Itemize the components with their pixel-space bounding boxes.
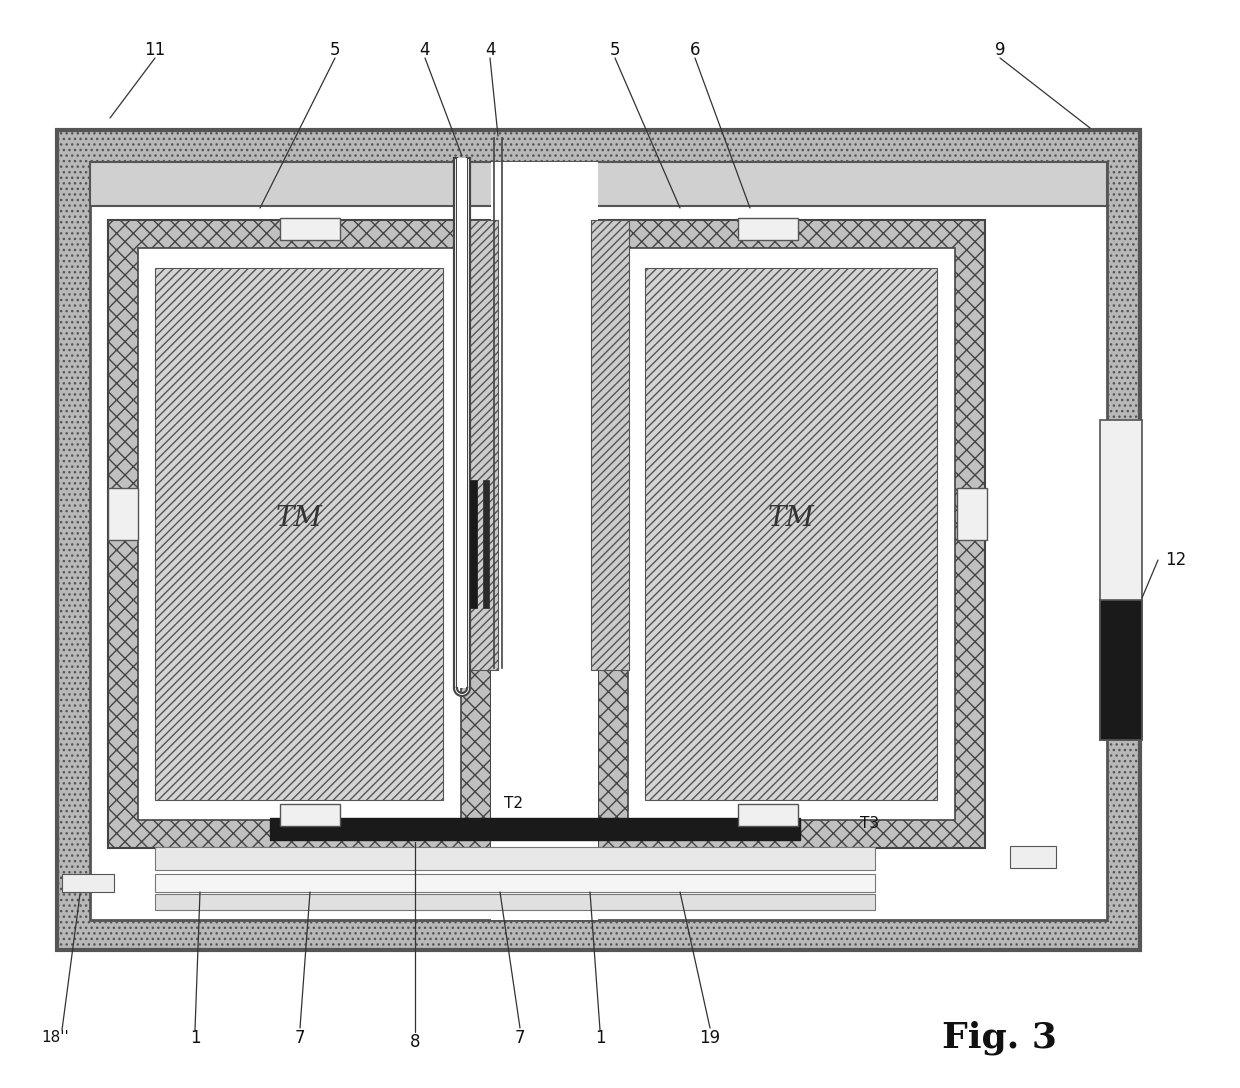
Bar <box>155 894 875 910</box>
Text: T2: T2 <box>503 796 523 811</box>
Polygon shape <box>454 688 470 696</box>
Bar <box>155 846 875 870</box>
Text: Fig. 3: Fig. 3 <box>942 1021 1058 1055</box>
Bar <box>155 268 443 800</box>
Bar <box>458 158 467 688</box>
Bar <box>738 218 799 240</box>
Text: 5: 5 <box>330 41 340 59</box>
Bar <box>108 220 491 848</box>
Bar <box>270 818 800 840</box>
Bar <box>591 220 629 670</box>
Bar <box>645 268 937 800</box>
Bar <box>1100 420 1142 740</box>
Bar <box>491 162 598 920</box>
Bar <box>1011 846 1056 868</box>
Text: 19: 19 <box>699 1029 720 1047</box>
Bar <box>1100 599 1142 740</box>
Text: 8: 8 <box>409 1033 420 1051</box>
Bar <box>280 218 340 240</box>
Text: 12: 12 <box>1166 551 1187 569</box>
Bar <box>627 248 955 820</box>
Text: 1: 1 <box>190 1029 201 1047</box>
Bar <box>280 804 340 826</box>
Text: 6: 6 <box>689 41 701 59</box>
Bar <box>155 874 875 892</box>
Text: 9: 9 <box>994 41 1006 59</box>
Bar <box>470 480 477 608</box>
Text: 11: 11 <box>144 41 166 59</box>
Text: 7: 7 <box>515 1029 526 1047</box>
Bar <box>91 162 1107 920</box>
Bar <box>91 162 1107 206</box>
Text: 1: 1 <box>595 1029 605 1047</box>
Bar <box>738 804 799 826</box>
Bar <box>62 874 114 892</box>
Text: 18'': 18'' <box>41 1030 69 1046</box>
Bar <box>138 248 461 820</box>
Text: TM: TM <box>768 505 815 532</box>
Bar <box>498 220 591 670</box>
Text: TM: TM <box>275 505 322 532</box>
Text: T3: T3 <box>861 816 879 831</box>
Text: 7: 7 <box>295 1029 305 1047</box>
Bar <box>454 158 458 688</box>
Text: 5: 5 <box>610 41 620 59</box>
Bar <box>57 129 1140 950</box>
Bar <box>467 158 470 688</box>
Bar <box>957 489 987 540</box>
Text: 4: 4 <box>485 41 495 59</box>
Bar <box>484 480 489 608</box>
Bar <box>460 220 498 670</box>
Text: 4: 4 <box>420 41 430 59</box>
Bar <box>598 220 985 848</box>
Bar <box>108 489 138 540</box>
